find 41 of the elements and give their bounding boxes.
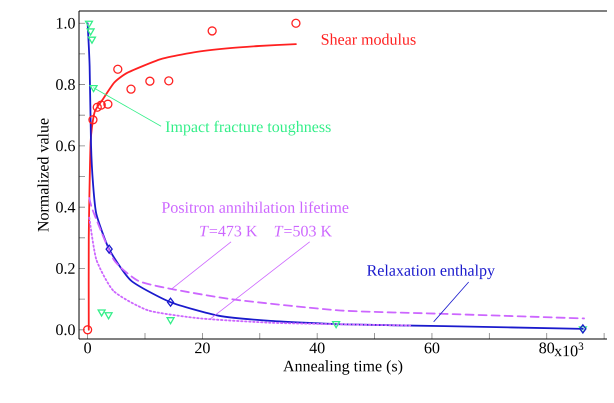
point <box>84 20 94 28</box>
x-tick-label: 40 <box>309 342 325 354</box>
point <box>166 317 175 324</box>
text: Relaxation enthalpy <box>367 264 495 280</box>
point <box>113 64 122 74</box>
point <box>208 26 217 36</box>
y-tick-label: 0.8 <box>56 79 75 90</box>
annotation: Positron annihilation lifetime <box>162 201 348 213</box>
y-tick-label: 0.2 <box>56 263 75 274</box>
point <box>166 298 174 307</box>
x-tick-label: 60 <box>424 342 440 354</box>
series-label: Shear modulus <box>322 34 416 45</box>
text: T=503 K <box>274 226 332 236</box>
text: T=473 K <box>200 226 258 236</box>
x-tick-label: 0 <box>84 342 91 354</box>
line-series <box>88 197 585 320</box>
point <box>92 102 102 112</box>
y-tick-label: 0.4 <box>56 202 76 213</box>
point <box>332 321 340 328</box>
point <box>88 115 98 124</box>
point <box>89 84 98 92</box>
point <box>164 76 174 86</box>
point <box>126 84 136 94</box>
point <box>96 100 106 110</box>
y-axis-title: Normalized value <box>37 118 49 232</box>
x-tick-label: 20 <box>195 342 210 354</box>
text: x10$^{3}$ <box>554 342 584 356</box>
point <box>105 244 113 254</box>
y-tick-label: 0.6 <box>56 140 75 152</box>
x-axis-title: Annealing time (s) <box>283 360 402 375</box>
y-tick-label: 0.0 <box>56 324 75 336</box>
point <box>98 309 106 317</box>
point <box>145 76 155 86</box>
point <box>88 36 96 44</box>
point <box>104 312 113 320</box>
point <box>291 18 301 28</box>
y-tick-label: 1.0 <box>56 18 75 29</box>
point <box>103 100 113 109</box>
point <box>86 28 95 36</box>
x-tick-label: 80 <box>539 342 554 354</box>
text: Impact fracture toughness <box>166 120 331 136</box>
